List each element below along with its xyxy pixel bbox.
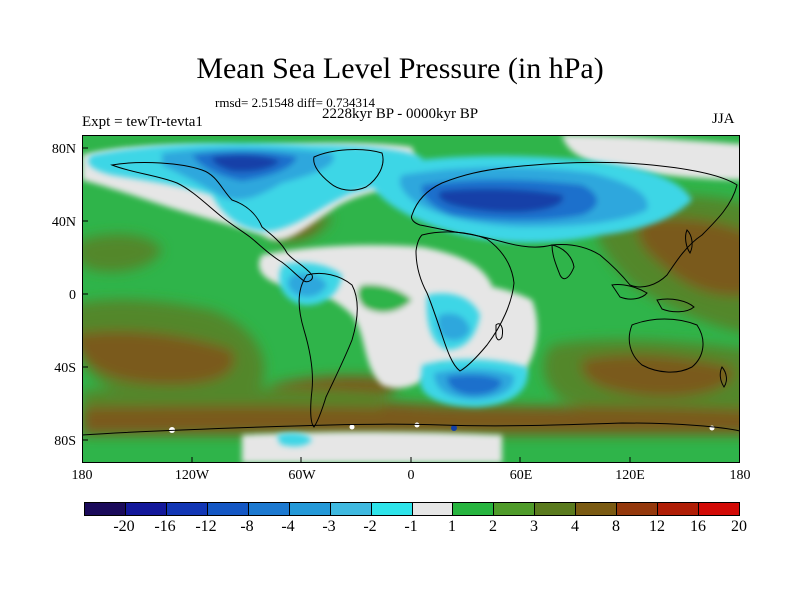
colorbar-label: -2 <box>363 518 377 535</box>
colorbar-cell <box>248 503 290 515</box>
colorbar-label: -16 <box>154 518 176 535</box>
colorbar-label: 20 <box>731 518 747 535</box>
colorbar-label: -3 <box>322 518 336 535</box>
x-tick-label: 120W <box>174 468 210 483</box>
colorbar-cell <box>412 503 454 515</box>
colorbar-cell <box>289 503 331 515</box>
colorbar-label: 12 <box>649 518 665 535</box>
stats-subtitle: rmsd= 2.51548 diff= 0.734314 <box>215 95 375 110</box>
colorbar-cell <box>125 503 167 515</box>
x-tick-label: 0 <box>407 468 415 483</box>
season-label: JJA <box>712 111 735 127</box>
colorbar-label: -12 <box>195 518 217 535</box>
positive-anomaly-fields <box>82 195 740 435</box>
colorbar-cell <box>535 503 577 515</box>
colorbar-label: -8 <box>240 518 254 535</box>
colorbar-label: 16 <box>690 518 706 535</box>
coastlines <box>82 149 740 436</box>
colorbar-cell <box>494 503 536 515</box>
colorbar-cell <box>453 503 495 515</box>
y-tick-label: 40S <box>54 361 76 376</box>
colorbar-label: 3 <box>530 518 538 535</box>
y-tick-label: 40N <box>51 215 76 230</box>
chart-title: Mean Sea Level Pressure (in hPa) <box>196 52 604 85</box>
colorbar-cell <box>617 503 659 515</box>
y-tick-label: 0 <box>69 288 76 303</box>
colorbar-cell <box>658 503 700 515</box>
colorbar-cell <box>699 503 739 515</box>
colorbar-cell <box>576 503 618 515</box>
colorbar-cell <box>207 503 249 515</box>
x-tick-label: 60E <box>509 468 533 483</box>
y-tick-label: 80S <box>54 434 76 449</box>
colorbar-cell <box>330 503 372 515</box>
x-tick-label: 180 <box>729 468 751 483</box>
period-subtitle: 2228kyr BP - 0000kyr BP <box>322 106 479 122</box>
x-tick-label: 120E <box>615 468 645 483</box>
colorbar-label: -20 <box>113 518 135 535</box>
experiment-label: Expt = tewTr-tevta1 <box>82 114 203 130</box>
colorbar-label: 2 <box>489 518 497 535</box>
colorbar-cell <box>166 503 208 515</box>
colorbar <box>84 502 740 516</box>
y-tick-label: 80N <box>51 142 76 157</box>
axis-ticks <box>82 147 631 463</box>
x-tick-label: 60W <box>288 468 316 483</box>
x-tick-label: 180 <box>71 468 93 483</box>
colorbar-label: 1 <box>448 518 456 535</box>
colorbar-label: 4 <box>571 518 579 535</box>
colorbar-cell <box>371 503 413 515</box>
colorbar-label: -1 <box>404 518 418 535</box>
colorbar-label: -4 <box>281 518 295 535</box>
colorbar-label: 8 <box>612 518 620 535</box>
pressure-anomaly-map <box>82 135 740 463</box>
colorbar-cell <box>85 503 126 515</box>
